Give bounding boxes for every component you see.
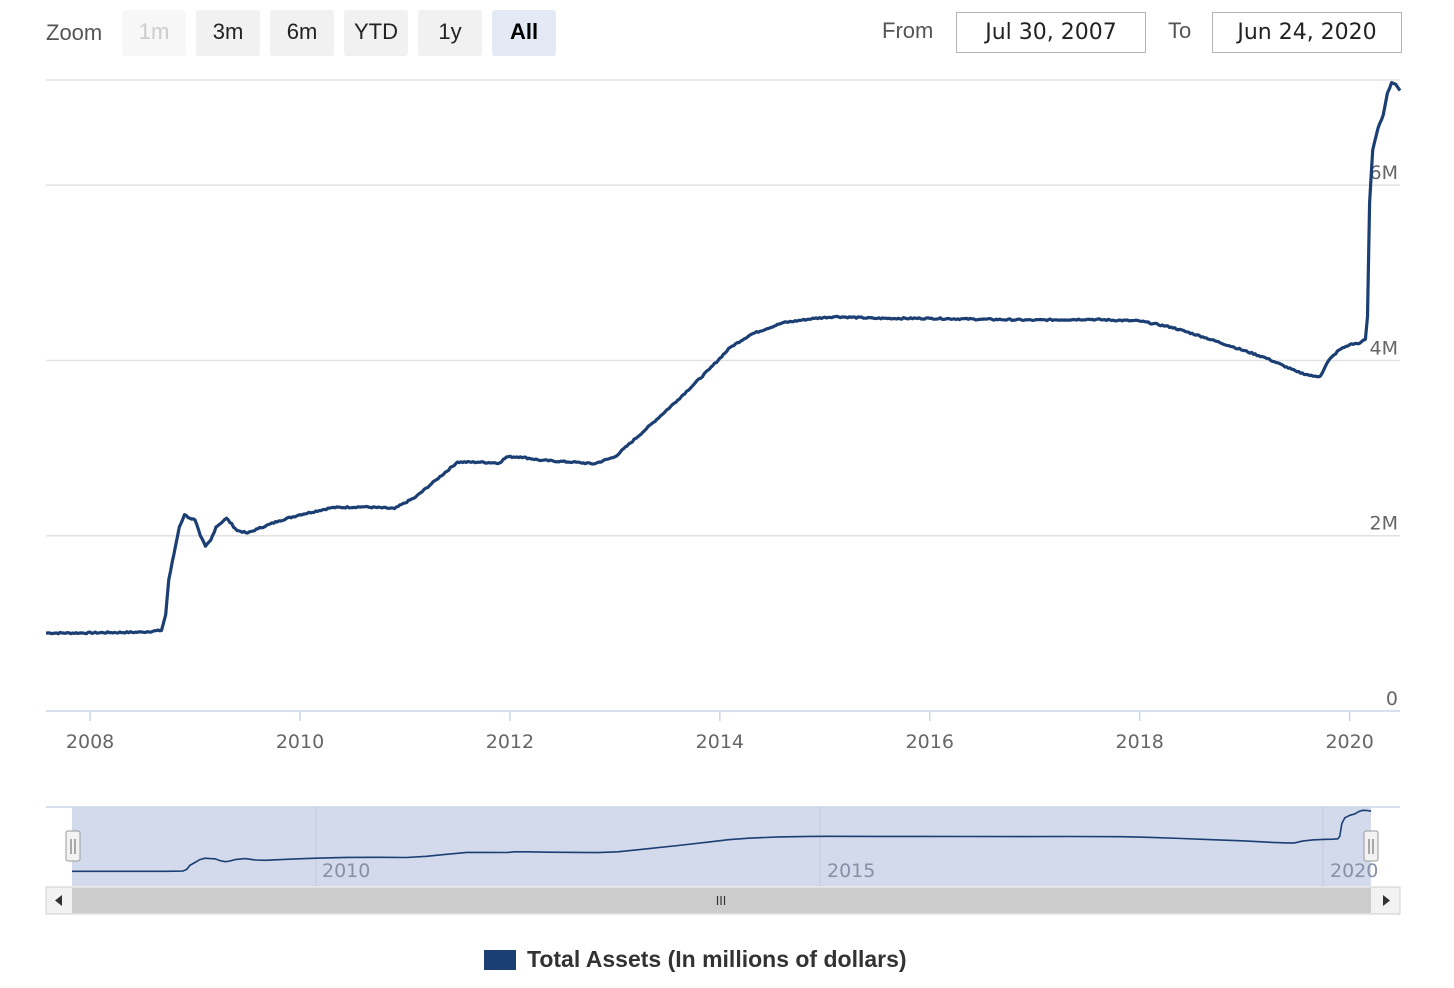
left-arrow-icon[interactable]: [47, 888, 71, 913]
zoom-1y-button[interactable]: 1y: [418, 10, 482, 56]
legend[interactable]: Total Assets (In millions of dollars): [484, 946, 907, 973]
series-line-total-assets[interactable]: [46, 81, 1402, 636]
x-tick-label-2014: 2014: [696, 731, 744, 753]
navigator-label-2020: 2020: [1330, 860, 1378, 882]
zoom-3m-button[interactable]: 3m: [196, 10, 260, 56]
navigator-label-2010: 2010: [322, 860, 370, 882]
scrollbar[interactable]: III: [45, 886, 1401, 915]
navigator-label-2015: 2015: [827, 860, 875, 882]
zoom-label: Zoom: [46, 20, 103, 45]
x-tick-label-2020: 2020: [1325, 731, 1373, 753]
to-label: To: [1168, 18, 1192, 43]
x-axis-ticks: [89, 711, 1351, 721]
y-grid: [46, 184, 1400, 537]
x-tick-label-2010: 2010: [276, 731, 324, 753]
y-tick-label-4M: 4M: [1370, 337, 1398, 359]
to-date-input[interactable]: Jun 24, 2020: [1212, 12, 1402, 53]
legend-label: Total Assets (In millions of dollars): [527, 946, 907, 972]
y-tick-label-6M: 6M: [1370, 162, 1398, 184]
navigator-selected-range[interactable]: [72, 807, 1371, 886]
scrollbar-grip: III: [716, 894, 727, 908]
x-axis-labels: 2008 2010 2012 2014 2016 2018 2020: [66, 731, 1374, 753]
zoom-1m-button[interactable]: 1m: [122, 10, 186, 56]
y-axis-labels: 0 2M 4M 6M: [1370, 162, 1398, 710]
zoom-all-button[interactable]: All: [492, 10, 556, 56]
scrollbar-thumb[interactable]: [72, 888, 1371, 913]
from-label: From: [882, 18, 934, 43]
y-tick-label-0: 0: [1386, 688, 1398, 710]
zoom-ytd-button[interactable]: YTD: [344, 10, 408, 56]
navigator-left-handle[interactable]: [65, 830, 81, 862]
navigator-right-handle[interactable]: [1363, 830, 1379, 862]
from-date-input[interactable]: Jul 30, 2007: [956, 12, 1146, 53]
navigator[interactable]: 2010 2015 2020: [46, 806, 1400, 886]
zoom-6m-button[interactable]: 6m: [270, 10, 334, 56]
legend-swatch: [484, 949, 516, 970]
x-tick-label-2012: 2012: [486, 731, 534, 753]
y-tick-label-2M: 2M: [1370, 513, 1398, 535]
x-tick-label-2018: 2018: [1116, 731, 1164, 753]
x-tick-label-2008: 2008: [66, 731, 114, 753]
right-arrow-icon[interactable]: [1373, 888, 1399, 913]
navigator-series-line: [72, 809, 1372, 873]
x-tick-label-2016: 2016: [906, 731, 954, 753]
